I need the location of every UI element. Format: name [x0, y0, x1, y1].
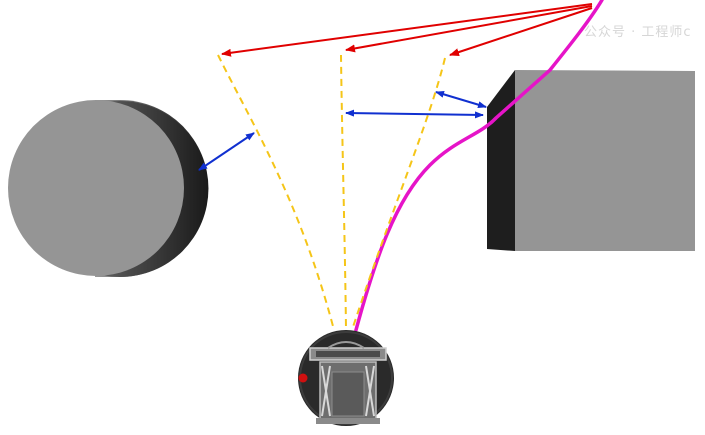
goal-arrow-left [221, 3, 593, 57]
clearance-arrows [198, 90, 487, 171]
cylinder-top-face [8, 100, 184, 276]
robot [298, 330, 394, 426]
cylinder-obstacle [8, 100, 209, 277]
robot-deck [331, 371, 365, 417]
robot-rail-right-2 [365, 365, 375, 417]
watermark: 公众号 · 工程师c [584, 25, 692, 40]
goal-arrow-right [449, 7, 593, 56]
box-front-face [515, 70, 695, 251]
selected-path [354, 0, 604, 332]
candidate-path-center [340, 54, 347, 331]
clearance-arrow-right [435, 90, 487, 109]
robot-rail-left-2 [321, 365, 331, 417]
candidate-path-right [351, 57, 446, 331]
clearance-arrow-center [345, 109, 484, 119]
robot-sensor-arc [327, 341, 365, 349]
box-obstacle [487, 70, 695, 251]
candidate-paths [217, 54, 446, 331]
goal-arrow-center [345, 5, 593, 53]
box-side-face [487, 70, 515, 251]
goal-arrows [221, 3, 593, 57]
clearance-arrow-cylinder [198, 132, 255, 171]
robot-marker [298, 373, 308, 383]
candidate-path-left [217, 54, 335, 331]
robot-rear-bar [316, 418, 380, 424]
robot-front-bar-inner [316, 351, 380, 357]
